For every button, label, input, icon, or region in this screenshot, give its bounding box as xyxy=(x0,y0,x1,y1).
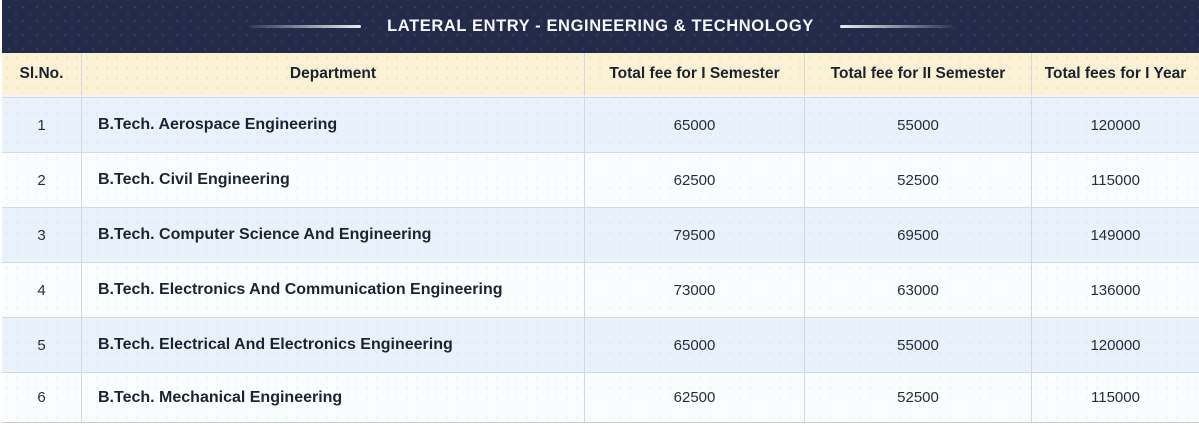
column-header-fee-year1: Total fees for I Year xyxy=(1032,53,1199,97)
table-body: 1 B.Tech. Aerospace Engineering 65000 55… xyxy=(2,97,1199,423)
cell-department: B.Tech. Civil Engineering xyxy=(82,152,585,207)
cell-fee-sem2: 63000 xyxy=(805,262,1032,317)
cell-sl-no: 4 xyxy=(2,262,82,317)
table-row: 6 B.Tech. Mechanical Engineering 62500 5… xyxy=(2,372,1199,423)
cell-fee-year1: 120000 xyxy=(1032,317,1199,372)
column-header-department: Department xyxy=(82,53,585,97)
fees-table: Sl.No. Department Total fee for I Semest… xyxy=(2,53,1199,423)
cell-fee-sem2: 52500 xyxy=(805,372,1032,423)
title-banner: LATERAL ENTRY - ENGINEERING & TECHNOLOGY xyxy=(2,0,1199,53)
cell-fee-year1: 136000 xyxy=(1032,262,1199,317)
cell-department: B.Tech. Electrical And Electronics Engin… xyxy=(82,317,585,372)
table-row: 1 B.Tech. Aerospace Engineering 65000 55… xyxy=(2,97,1199,152)
cell-sl-no: 3 xyxy=(2,207,82,262)
cell-fee-sem2: 55000 xyxy=(805,317,1032,372)
column-header-sl-no: Sl.No. xyxy=(2,53,82,97)
cell-department: B.Tech. Mechanical Engineering xyxy=(82,372,585,423)
cell-fee-year1: 120000 xyxy=(1032,97,1199,152)
table-row: 4 B.Tech. Electronics And Communication … xyxy=(2,262,1199,317)
cell-department: B.Tech. Electronics And Communication En… xyxy=(82,262,585,317)
cell-fee-sem1: 79500 xyxy=(585,207,805,262)
cell-fee-sem1: 65000 xyxy=(585,97,805,152)
cell-fee-year1: 115000 xyxy=(1032,152,1199,207)
cell-fee-sem1: 65000 xyxy=(585,317,805,372)
table-row: 2 B.Tech. Civil Engineering 62500 52500 … xyxy=(2,152,1199,207)
cell-fee-year1: 115000 xyxy=(1032,372,1199,423)
cell-sl-no: 5 xyxy=(2,317,82,372)
table-row: 3 B.Tech. Computer Science And Engineeri… xyxy=(2,207,1199,262)
table-header-row: Sl.No. Department Total fee for I Semest… xyxy=(2,53,1199,97)
decorative-line-right xyxy=(839,25,952,28)
page-title: LATERAL ENTRY - ENGINEERING & TECHNOLOGY xyxy=(387,17,814,35)
cell-department: B.Tech. Aerospace Engineering xyxy=(82,97,585,152)
decorative-line-left xyxy=(249,25,362,28)
cell-fee-sem1: 73000 xyxy=(585,262,805,317)
cell-sl-no: 6 xyxy=(2,372,82,423)
cell-fee-sem1: 62500 xyxy=(585,152,805,207)
cell-sl-no: 2 xyxy=(2,152,82,207)
cell-fee-sem2: 52500 xyxy=(805,152,1032,207)
table-row: 5 B.Tech. Electrical And Electronics Eng… xyxy=(2,317,1199,372)
cell-fee-sem2: 55000 xyxy=(805,97,1032,152)
cell-sl-no: 1 xyxy=(2,97,82,152)
cell-department: B.Tech. Computer Science And Engineering xyxy=(82,207,585,262)
column-header-fee-sem2: Total fee for II Semester xyxy=(805,53,1032,97)
cell-fee-sem2: 69500 xyxy=(805,207,1032,262)
cell-fee-year1: 149000 xyxy=(1032,207,1199,262)
cell-fee-sem1: 62500 xyxy=(585,372,805,423)
column-header-fee-sem1: Total fee for I Semester xyxy=(585,53,805,97)
